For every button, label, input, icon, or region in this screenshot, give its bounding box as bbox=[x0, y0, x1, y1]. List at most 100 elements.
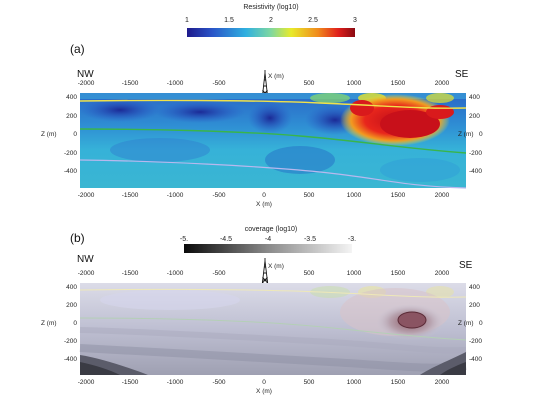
colorbar-b-tick: -4 bbox=[265, 236, 271, 243]
x-tick: -2000 bbox=[78, 80, 95, 87]
z-tick: -400 bbox=[64, 168, 77, 175]
panel-b: (b) NW SE -2000 -1500 -1000 -500 500 100… bbox=[41, 231, 483, 395]
drill-rig-icon bbox=[261, 258, 269, 287]
coverage-section bbox=[79, 283, 467, 375]
panel-a-x-bottom-label: X (m) bbox=[256, 201, 272, 208]
resistivity-colorbar: Resistivity (log10) 1 1.5 2 2.5 3 bbox=[185, 4, 357, 37]
grey-horizon-line bbox=[79, 159, 467, 189]
z-tick: 400 bbox=[469, 94, 480, 101]
x-tick: 2000 bbox=[435, 270, 450, 277]
colorbar-a-tick: 1 bbox=[185, 17, 189, 24]
green-horizon-line bbox=[79, 128, 467, 154]
x-tick: 1000 bbox=[347, 80, 362, 87]
x-tick: -500 bbox=[212, 192, 225, 199]
x-tick: 1500 bbox=[391, 270, 406, 277]
panel-a: (a) NW SE -2000 -1500 -1000 -500 500 100… bbox=[41, 42, 483, 208]
panel-b-top-x-ticks: -2000 -1500 -1000 -500 500 1000 1500 200… bbox=[78, 263, 450, 277]
panel-b-left-z-ticks: 400 200 0 -200 -400 Z (m) bbox=[41, 284, 77, 363]
panel-a-label: (a) bbox=[70, 42, 85, 56]
x-tick: 1500 bbox=[391, 192, 406, 199]
z-tick: -200 bbox=[469, 338, 482, 345]
colorbar-a-tick: 1.5 bbox=[224, 17, 234, 24]
panel-b-bottom-x-ticks: -2000 -1500 -1000 -500 0 500 1000 1500 2… bbox=[78, 379, 450, 395]
z-tick: -400 bbox=[469, 356, 482, 363]
panel-a-z-right-label: Z (m) bbox=[458, 131, 474, 138]
x-tick: -1500 bbox=[122, 80, 139, 87]
yellow-horizon-line bbox=[79, 99, 467, 109]
z-tick: -200 bbox=[64, 338, 77, 345]
colorbar-a-title: Resistivity (log10) bbox=[243, 4, 298, 11]
panel-a-nw-label: NW bbox=[77, 69, 94, 80]
x-tick: 500 bbox=[304, 270, 315, 277]
x-tick: 0 bbox=[262, 379, 266, 386]
z-tick: -400 bbox=[469, 168, 482, 175]
panel-a-se-label: SE bbox=[455, 69, 469, 80]
panel-a-z-left-label: Z (m) bbox=[41, 131, 57, 138]
z-tick: -400 bbox=[64, 356, 77, 363]
x-tick: -2000 bbox=[78, 270, 95, 277]
z-tick: 0 bbox=[479, 131, 483, 138]
colorbar-a-tick: 2.5 bbox=[308, 17, 318, 24]
x-tick: 1500 bbox=[391, 80, 406, 87]
colorbar-b-tick: -4.5 bbox=[220, 236, 232, 243]
panel-b-right-z-ticks: 400 200 0 -200 -400 Z (m) bbox=[458, 284, 483, 363]
x-tick: 2000 bbox=[435, 192, 450, 199]
colorbar-a-ticks: 1 1.5 2 2.5 3 bbox=[185, 17, 357, 24]
panel-b-label: (b) bbox=[70, 231, 85, 245]
colorbar-a-tick: 3 bbox=[353, 17, 357, 24]
x-tick: 500 bbox=[304, 80, 315, 87]
panel-a-right-z-ticks: 400 200 0 -200 -400 Z (m) bbox=[458, 94, 483, 175]
z-tick: 0 bbox=[73, 131, 77, 138]
panel-b-se-label: SE bbox=[459, 260, 473, 271]
x-tick: -1500 bbox=[122, 270, 139, 277]
panel-b-nw-label: NW bbox=[77, 254, 94, 265]
x-tick: 1500 bbox=[391, 379, 406, 386]
z-tick: 200 bbox=[66, 302, 77, 309]
x-tick: -1000 bbox=[167, 192, 184, 199]
x-tick: -500 bbox=[212, 379, 225, 386]
x-tick: -500 bbox=[212, 80, 225, 87]
panel-b-z-left-label: Z (m) bbox=[41, 320, 57, 327]
x-tick: -500 bbox=[212, 270, 225, 277]
x-tick: -1000 bbox=[167, 379, 184, 386]
colorbar-b-tick: -3. bbox=[348, 236, 356, 243]
resistivity-section bbox=[79, 93, 467, 189]
x-tick: 1000 bbox=[347, 379, 362, 386]
z-tick: 200 bbox=[469, 113, 480, 120]
yellow-horizon-line bbox=[79, 288, 467, 298]
colorbar-b-ticks: -5. -4.5 -4 -3.5 -3. bbox=[180, 236, 356, 243]
panel-a-bottom-x-ticks: -2000 -1500 -1000 -500 0 500 1000 1500 2… bbox=[78, 192, 450, 208]
z-tick: 200 bbox=[469, 302, 480, 309]
x-tick: -2000 bbox=[78, 379, 95, 386]
x-tick: 2000 bbox=[435, 379, 450, 386]
x-tick: -1500 bbox=[122, 192, 139, 199]
panel-a-top-x-ticks: -2000 -1500 -1000 -500 500 1000 1500 200… bbox=[78, 73, 450, 87]
green-horizon-line bbox=[79, 317, 467, 341]
z-tick: 0 bbox=[479, 320, 483, 327]
x-tick: 1000 bbox=[347, 192, 362, 199]
x-tick: -1500 bbox=[122, 379, 139, 386]
z-tick: 200 bbox=[66, 113, 77, 120]
colorbar-b-tick: -5. bbox=[180, 236, 188, 243]
colorbar-a-tick: 2 bbox=[269, 17, 273, 24]
coverage-colorbar: coverage (log10) -5. -4.5 -4 -3.5 -3. bbox=[180, 226, 356, 253]
panel-a-x-top-label: X (m) bbox=[268, 73, 284, 80]
x-tick: -1000 bbox=[167, 270, 184, 277]
z-tick: 400 bbox=[66, 284, 77, 291]
z-tick: -200 bbox=[469, 150, 482, 157]
z-tick: 0 bbox=[73, 320, 77, 327]
colorbar-b-tick: -3.5 bbox=[304, 236, 316, 243]
x-tick: 2000 bbox=[435, 80, 450, 87]
panel-b-x-bottom-label: X (m) bbox=[256, 388, 272, 395]
x-tick: 1000 bbox=[347, 270, 362, 277]
colorbar-b-title: coverage (log10) bbox=[245, 226, 298, 233]
x-tick: 500 bbox=[304, 379, 315, 386]
z-tick: 400 bbox=[469, 284, 480, 291]
x-tick: 500 bbox=[304, 192, 315, 199]
panel-b-z-right-label: Z (m) bbox=[458, 320, 474, 327]
x-tick: -1000 bbox=[167, 80, 184, 87]
panel-a-left-z-ticks: 400 200 0 -200 -400 Z (m) bbox=[41, 94, 77, 175]
x-tick: -2000 bbox=[78, 192, 95, 199]
z-tick: 400 bbox=[66, 94, 77, 101]
